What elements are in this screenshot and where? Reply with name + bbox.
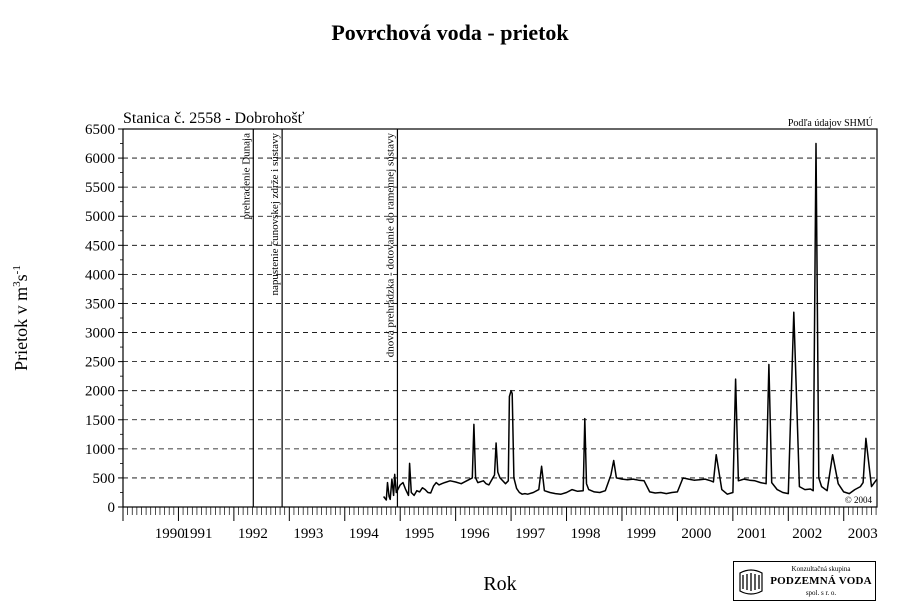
x-tick-label-1991: 1991 — [182, 526, 212, 542]
grid-layer — [123, 157, 877, 479]
x-tick-label-1996: 1996 — [460, 526, 491, 542]
logo-text-group: Konzultačná skupina — [791, 565, 851, 573]
y-tick-label-5500: 5500 — [85, 180, 115, 196]
wave-logo-icon — [739, 569, 763, 595]
x-tick-label-2000: 2000 — [681, 526, 711, 542]
x-tick-label-1990: 1990 — [155, 526, 185, 542]
y-axis: 0 500 1000 1500 2000 2500 3000 3500 4000 4500 5000… — [85, 122, 123, 516]
chart-title: Povrchová voda - prietok — [331, 20, 569, 45]
y-axis-label-mid: s — [11, 274, 31, 281]
y-tick-label-6500: 6500 — [85, 122, 115, 138]
y-tick-label-4000: 4000 — [85, 267, 115, 283]
event-label-1: prehradenie Dunaja — [240, 133, 252, 220]
x-tick-label-1994: 1994 — [349, 526, 380, 542]
x-tick-label-1997: 1997 — [515, 526, 546, 542]
x-tick-label-1995: 1995 — [404, 526, 434, 542]
x-tick-label-2003: 2003 — [848, 526, 878, 542]
y-axis-label-sup2: -1 — [11, 265, 23, 274]
discharge-series-line-1 — [383, 142, 878, 501]
logo-text-company: PODZEMNÁ VODA — [770, 575, 872, 587]
chart-subtitle: Stanica č. 2558 - Dobrohošť — [123, 110, 305, 127]
x-tick-label-2001: 2001 — [737, 526, 767, 542]
y-axis-label-sup1: 3 — [11, 281, 23, 287]
event-lines: prehradenie Dunaja napustenie čunovskej z… — [240, 129, 399, 507]
x-tick-label-1993: 1993 — [293, 526, 323, 542]
x-axis-label: Rok — [483, 573, 516, 595]
company-logo: Konzultačná skupina PODZEMNÁ VODA spol. … — [733, 561, 876, 601]
copyright-note: © 2004 — [845, 495, 873, 505]
event-label-3: dnová prehrádzka - dotovanie do ramennej… — [384, 133, 396, 358]
series-layer — [383, 142, 878, 501]
x-tick-label-2002: 2002 — [792, 526, 822, 542]
y-tick-label-2000: 2000 — [85, 384, 115, 400]
plot-frame — [122, 128, 878, 508]
y-tick-label-4500: 4500 — [85, 238, 115, 254]
y-tick-label-2500: 2500 — [85, 355, 115, 371]
logo-text-suffix: spol. s r. o. — [805, 589, 837, 597]
y-tick-label-3500: 3500 — [85, 296, 115, 312]
x-tick-label-1998: 1998 — [571, 526, 601, 542]
y-tick-label-1500: 1500 — [85, 413, 115, 429]
y-axis-label-main: Prietok v m — [11, 287, 31, 371]
y-tick-label-0: 0 — [108, 500, 116, 516]
y-tick-label-6000: 6000 — [85, 151, 115, 167]
event-label-2: napustenie čunovskej zdrže i sústavy — [269, 133, 281, 296]
y-tick-label-1000: 1000 — [85, 442, 115, 458]
x-tick-label-1992: 1992 — [238, 526, 268, 542]
source-note: Podľa údajov SHMÚ — [788, 117, 874, 129]
y-tick-label-3000: 3000 — [85, 326, 115, 342]
y-tick-label-5000: 5000 — [85, 209, 115, 225]
y-axis-label: Prietok v m3s-1 — [11, 265, 31, 371]
y-tick-label-500: 500 — [93, 471, 116, 487]
x-tick-label-1999: 1999 — [626, 526, 656, 542]
